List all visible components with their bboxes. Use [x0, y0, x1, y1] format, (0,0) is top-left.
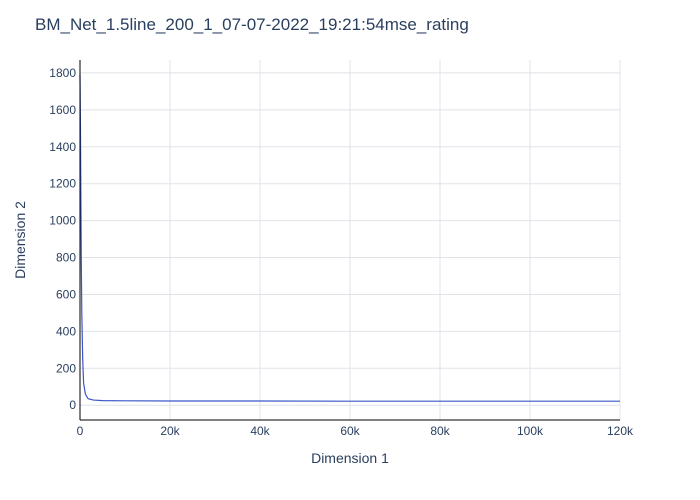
y-tick-label: 800 — [56, 251, 76, 265]
y-tick-label: 1000 — [49, 214, 76, 228]
x-tick-label: 60k — [340, 424, 360, 438]
grid-lines — [80, 60, 621, 420]
x-tick-label: 40k — [250, 424, 270, 438]
y-tick-label: 1600 — [49, 103, 76, 117]
x-tick-label: 100k — [517, 424, 544, 438]
y-tick-label: 0 — [69, 398, 76, 412]
x-axis-label: Dimension 1 — [311, 450, 389, 466]
series-line — [79, 74, 620, 402]
y-tick-label: 400 — [56, 324, 76, 338]
x-tick-label: 120k — [607, 424, 634, 438]
x-tick-label: 20k — [160, 424, 180, 438]
y-tick-label: 1400 — [49, 140, 76, 154]
y-tick-labels: 0 200 400 600 800 1000 1200 1400 1600 1800 — [49, 66, 76, 412]
y-axis-label: Dimension 2 — [12, 201, 28, 279]
y-tick-label: 1200 — [49, 177, 76, 191]
y-tick-label: 600 — [56, 287, 76, 301]
chart-title: BM_Net_1.5line_200_1_07-07-2022_19:21:54… — [35, 15, 469, 34]
plot-series — [79, 74, 620, 402]
x-tick-labels: 0 20k 40k 60k 80k 100k 120k — [77, 424, 634, 438]
y-tick-label: 1800 — [49, 66, 76, 80]
x-tick-label: 0 — [77, 424, 84, 438]
x-tick-label: 80k — [430, 424, 450, 438]
y-tick-label: 200 — [56, 361, 76, 375]
